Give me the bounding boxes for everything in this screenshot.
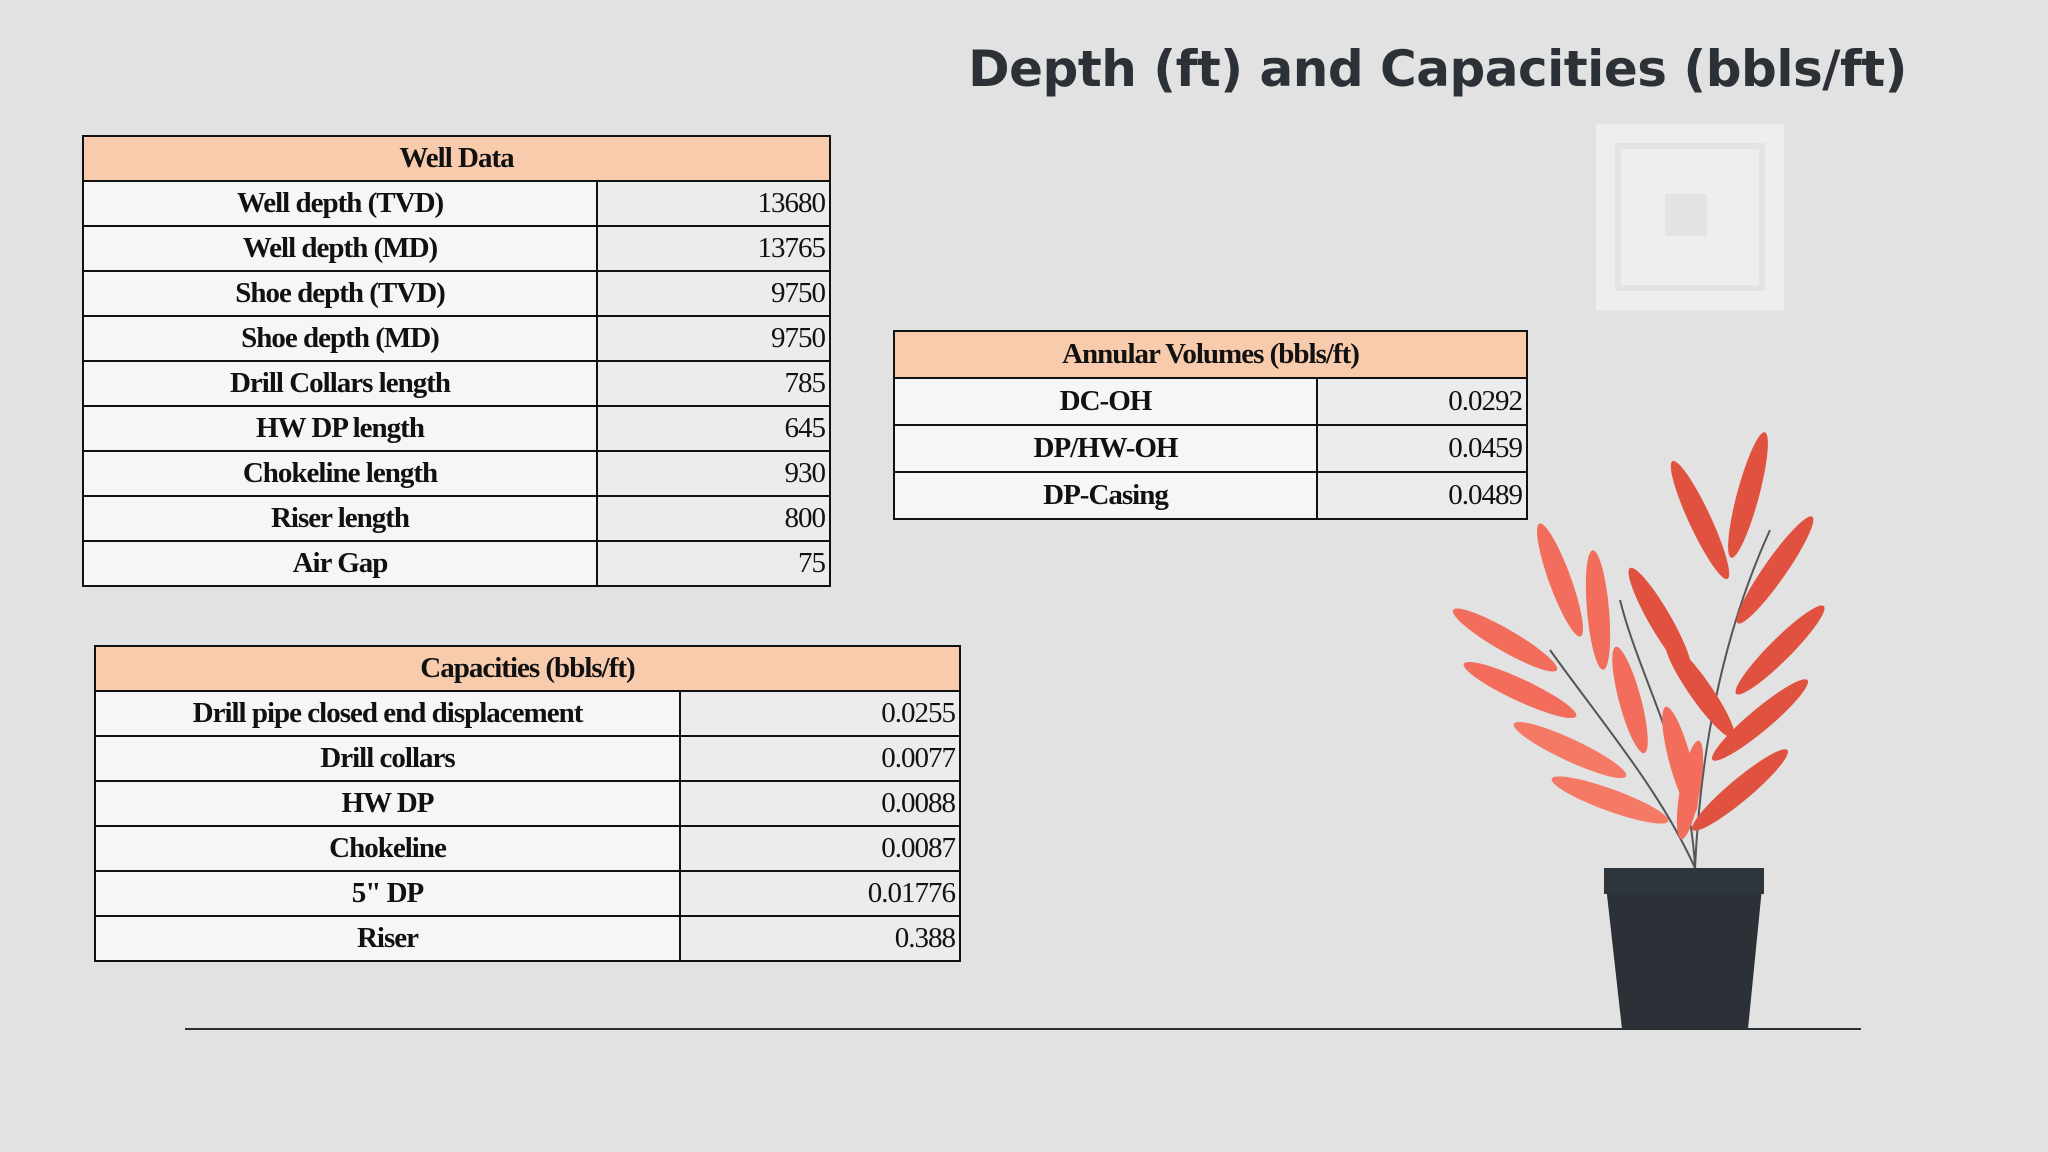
row-label: Well depth (MD) bbox=[82, 225, 598, 272]
row-label: DP/HW-OH bbox=[893, 424, 1318, 473]
header-row: Well Data bbox=[82, 135, 831, 182]
row-value: 785 bbox=[596, 360, 831, 407]
table-row: Air Gap 75 bbox=[82, 540, 831, 587]
plant-pot bbox=[1604, 868, 1764, 1029]
row-value: 800 bbox=[596, 495, 831, 542]
table-title: Well Data bbox=[82, 135, 831, 182]
row-value: 13680 bbox=[596, 180, 831, 227]
table-row: DC-OH 0.0292 bbox=[893, 377, 1528, 426]
row-label: DP-Casing bbox=[893, 471, 1318, 520]
table-row: DP/HW-OH 0.0459 bbox=[893, 424, 1528, 473]
row-label: Chokeline bbox=[94, 825, 681, 872]
row-label: DC-OH bbox=[893, 377, 1318, 426]
header-row: Capacities (bbls/ft) bbox=[94, 645, 961, 692]
row-value: 0.0489 bbox=[1316, 471, 1528, 520]
annular-volumes-table: Annular Volumes (bbls/ft) DC-OH 0.0292 DP/H… bbox=[893, 330, 1528, 520]
row-value: 0.0292 bbox=[1316, 377, 1528, 426]
table-row: HW DP length 645 bbox=[82, 405, 831, 452]
table-row: HW DP 0.0088 bbox=[94, 780, 961, 827]
row-label: Drill collars bbox=[94, 735, 681, 782]
row-label: Well depth (TVD) bbox=[82, 180, 598, 227]
table-title: Capacities (bbls/ft) bbox=[94, 645, 961, 692]
row-value: 0.0087 bbox=[679, 825, 961, 872]
row-value: 645 bbox=[596, 405, 831, 452]
row-value: 9750 bbox=[596, 270, 831, 317]
row-label: Riser length bbox=[82, 495, 598, 542]
row-label: Drill Collars length bbox=[82, 360, 598, 407]
row-value: 9750 bbox=[596, 315, 831, 362]
table-title: Annular Volumes (bbls/ft) bbox=[893, 330, 1528, 379]
row-value: 0.0255 bbox=[679, 690, 961, 737]
row-value: 930 bbox=[596, 450, 831, 497]
table-row: DP-Casing 0.0489 bbox=[893, 471, 1528, 520]
row-label: Chokeline length bbox=[82, 450, 598, 497]
row-label: Drill pipe closed end displacement bbox=[94, 690, 681, 737]
plant bbox=[1452, 432, 1825, 869]
row-label: Shoe depth (TVD) bbox=[82, 270, 598, 317]
table-row: Shoe depth (TVD) 9750 bbox=[82, 270, 831, 317]
table-row: Chokeline length 930 bbox=[82, 450, 831, 497]
row-label: Air Gap bbox=[82, 540, 598, 587]
row-label: Riser bbox=[94, 915, 681, 962]
header-row: Annular Volumes (bbls/ft) bbox=[893, 330, 1528, 379]
row-label: HW DP length bbox=[82, 405, 598, 452]
row-label: HW DP bbox=[94, 780, 681, 827]
row-value: 13765 bbox=[596, 225, 831, 272]
table-row: 5" DP 0.01776 bbox=[94, 870, 961, 917]
row-value: 0.388 bbox=[679, 915, 961, 962]
picture-frame bbox=[1596, 124, 1784, 310]
table-row: Drill collars 0.0077 bbox=[94, 735, 961, 782]
row-value: 0.0459 bbox=[1316, 424, 1528, 473]
row-value: 0.01776 bbox=[679, 870, 961, 917]
table-row: Well depth (MD) 13765 bbox=[82, 225, 831, 272]
table-row: Riser 0.388 bbox=[94, 915, 961, 962]
table-row: Riser length 800 bbox=[82, 495, 831, 542]
row-value: 0.0088 bbox=[679, 780, 961, 827]
table-row: Chokeline 0.0087 bbox=[94, 825, 961, 872]
table-row: Shoe depth (MD) 9750 bbox=[82, 315, 831, 362]
slide-title: Depth (ft) and Capacities (bbls/ft) bbox=[968, 40, 1907, 98]
row-value: 75 bbox=[596, 540, 831, 587]
table-row: Drill Collars length 785 bbox=[82, 360, 831, 407]
well-data-table: Well Data Well depth (TVD) 13680 Well depth… bbox=[82, 135, 831, 587]
table-row: Drill pipe closed end displacement 0.0255 bbox=[94, 690, 961, 737]
capacities-table: Capacities (bbls/ft) Drill pipe closed en… bbox=[94, 645, 961, 962]
row-value: 0.0077 bbox=[679, 735, 961, 782]
table-row: Well depth (TVD) 13680 bbox=[82, 180, 831, 227]
row-label: Shoe depth (MD) bbox=[82, 315, 598, 362]
row-label: 5" DP bbox=[94, 870, 681, 917]
